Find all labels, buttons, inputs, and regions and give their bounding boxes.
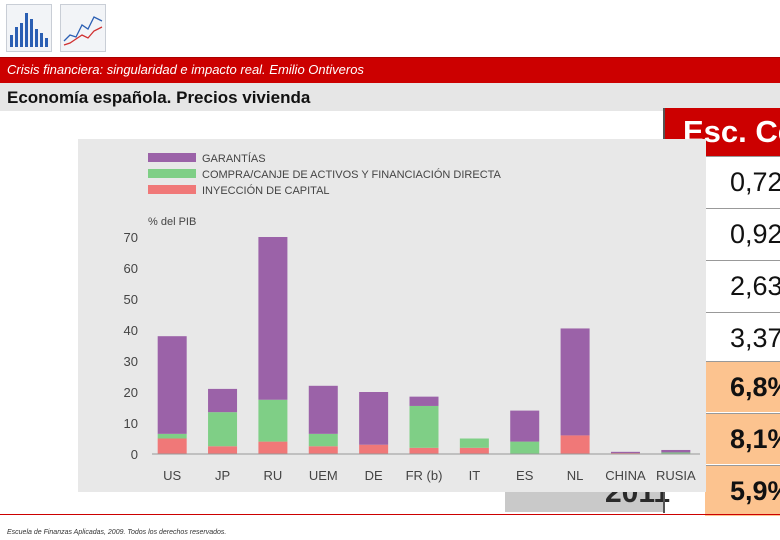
bar-segment <box>459 447 489 454</box>
x-tick-label: RUSIA <box>656 468 696 483</box>
y-tick-label: 0 <box>131 447 138 462</box>
y-tick-label: 30 <box>124 354 138 369</box>
side-table-cell: 8,1% <box>705 413 780 464</box>
bar-segment <box>208 412 238 447</box>
footer-divider <box>0 514 780 515</box>
side-table-value: 2,63% <box>730 271 780 301</box>
side-table-cell: 3,37% <box>705 312 780 363</box>
x-tick-label: FR (b) <box>406 468 443 483</box>
side-table-cell: 2,63% <box>705 260 780 311</box>
y-tick-label: 40 <box>124 323 138 338</box>
legend-label: COMPRA/CANJE DE ACTIVOS Y FINANCIACIÓN D… <box>202 168 502 181</box>
y-tick-label: 70 <box>124 230 138 245</box>
bar-segment <box>409 405 439 448</box>
side-table-value: 0,72% <box>730 167 780 197</box>
bar-segment <box>258 399 288 442</box>
thumbnail-strip <box>6 4 106 52</box>
bar-segment <box>208 388 238 413</box>
side-table-value: 3,37% <box>730 323 780 353</box>
x-tick-label: ES <box>516 468 534 483</box>
bar-segment <box>610 451 640 454</box>
stacked-bar-chart: GARANTÍAS COMPRA/CANJE DE ACTIVOS Y FINAN… <box>124 152 700 483</box>
bar-segment <box>409 396 439 406</box>
side-table-value: 0,92% <box>730 219 780 249</box>
side-table-value: 6,8% <box>730 372 780 402</box>
side-table-cell: 0,72% <box>705 156 780 207</box>
chart-panel: GARANTÍAS COMPRA/CANJE DE ACTIVOS Y FINAN… <box>78 139 706 492</box>
side-table-cell: 6,8% <box>705 361 780 412</box>
title-banner: Crisis financiera: singularidad e impact… <box>0 57 780 84</box>
side-table-cell: 0,92% <box>705 208 780 259</box>
bar-segment <box>308 446 338 454</box>
legend-swatch <box>148 169 196 178</box>
x-tick-label: DE <box>365 468 383 483</box>
bar-segment <box>560 435 590 454</box>
legend-label: GARANTÍAS <box>202 152 266 165</box>
side-table-value: 5,9% <box>730 476 780 506</box>
bar-segment <box>258 441 288 454</box>
x-tick-label: UEM <box>309 468 338 483</box>
side-table-value: 8,1% <box>730 424 780 454</box>
thumbnail-lines-icon <box>63 16 103 46</box>
bar-segment <box>359 392 389 445</box>
y-tick-label: 50 <box>124 292 138 307</box>
x-tick-label: IT <box>469 468 481 483</box>
x-tick-label: NL <box>567 468 584 483</box>
y-tick-label: 20 <box>124 385 138 400</box>
bar-segment <box>258 237 288 400</box>
footer-text: Escuela de Finanzas Aplicadas, 2009. Tod… <box>7 529 227 536</box>
x-tick-label: CHINA <box>605 468 646 483</box>
x-tick-label: US <box>163 468 181 483</box>
bar-segment <box>308 385 338 434</box>
bar-segment <box>157 336 187 434</box>
bar-segment <box>157 438 187 454</box>
x-tick-label: JP <box>215 468 230 483</box>
thumbnail-chart-right <box>60 4 106 52</box>
y-axis-label: % del PIB <box>148 216 196 228</box>
thumbnail-bars-icon <box>10 13 48 47</box>
bar-segment <box>459 438 489 448</box>
thumbnail-chart-left <box>6 4 52 52</box>
y-tick-label: 10 <box>124 416 138 431</box>
legend-swatch <box>148 153 196 162</box>
subtitle-bar: Economía española. Precios vivienda <box>0 83 780 111</box>
bar-segment <box>560 328 590 436</box>
bar-segment <box>661 452 691 454</box>
bar-segment <box>157 433 187 439</box>
bar-segment <box>661 449 691 453</box>
bar-segment <box>208 446 238 454</box>
x-tick-label: RU <box>264 468 283 483</box>
bar-segment <box>409 447 439 454</box>
bar-segment <box>359 444 389 454</box>
banner-text: Crisis financiera: singularidad e impact… <box>7 62 364 77</box>
side-table-cell: 5,9% <box>705 465 780 516</box>
bar-segment <box>510 441 540 454</box>
legend-swatch <box>148 185 196 194</box>
bar-segment <box>510 410 540 442</box>
bar-segment <box>308 433 338 447</box>
page-title: Economía española. Precios vivienda <box>7 88 311 107</box>
legend-label: INYECCIÓN DE CAPITAL <box>202 184 330 197</box>
y-tick-label: 60 <box>124 261 138 276</box>
